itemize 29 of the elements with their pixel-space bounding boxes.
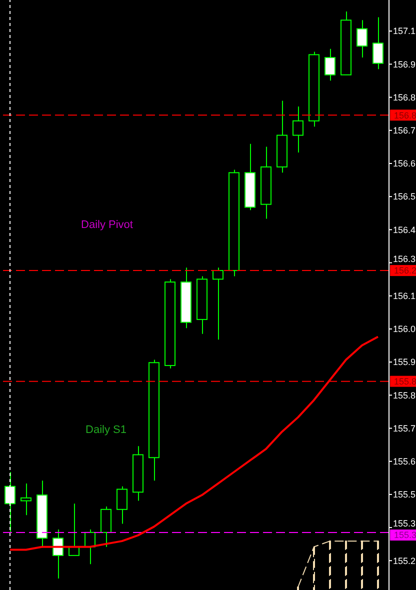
y-tick-label: 155.8 [393, 390, 416, 400]
candlestick [372, 16, 384, 70]
y-tick-label: 156.4 [393, 224, 416, 235]
y-tick-label: 156.0 [393, 324, 416, 334]
y-tick-label: 156.3 [393, 254, 416, 264]
y-tick-label: 155.6 [393, 456, 416, 466]
y-tick-label: 155.2 [393, 556, 416, 566]
y-tick-label: 156.7 [393, 126, 416, 136]
y-tick-label: 155.5 [393, 490, 416, 500]
candlestick [356, 20, 368, 58]
candlestick [324, 48, 336, 82]
annotation: Daily S1 [86, 424, 126, 436]
y-tick-label: 155.9 [393, 357, 416, 368]
y-tick-label: 156.8 [393, 92, 416, 102]
annotation: Daily Pivot [81, 219, 133, 231]
candlestick [100, 506, 112, 548]
y-tick-label: 156.5 [393, 192, 416, 202]
y-tick-label: 156.1 [393, 291, 416, 302]
y-tick-label: 156.9 [393, 59, 416, 70]
y-tick-label: 155.3 [393, 518, 416, 529]
y-tick-label: 157.1 [393, 26, 416, 36]
candlestick [116, 486, 128, 524]
ref-line-label: 156.2 [394, 266, 416, 276]
candlestick [292, 106, 304, 154]
y-tick-label: 156.6 [393, 158, 416, 169]
candlestick [212, 267, 224, 340]
y-tick-label: 155.7 [393, 423, 416, 434]
candlestick [20, 483, 32, 516]
candlestick [52, 529, 64, 579]
